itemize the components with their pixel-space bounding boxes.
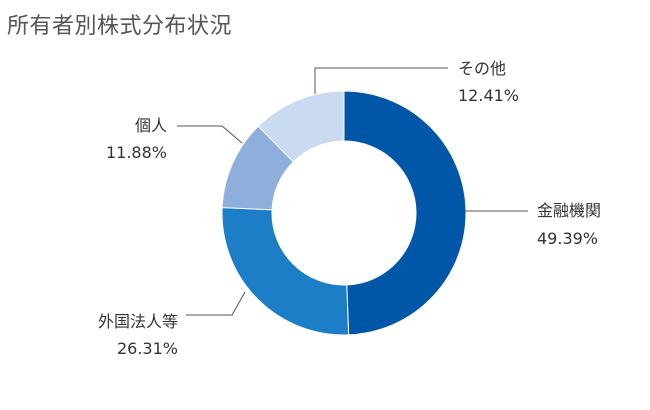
slice-sonota — [257, 90, 345, 163]
slice-value-kojin: 11.88% — [106, 143, 167, 162]
slice-value-kinyu-kikan: 49.39% — [537, 229, 598, 248]
slice-label-sonota: その他 — [458, 59, 506, 78]
slice-value-sonota: 12.41% — [458, 86, 519, 105]
slice-kinyu-kikan — [343, 90, 467, 336]
slice-gaikoku-hojin — [221, 207, 350, 336]
slice-value-gaikoku-hojin: 26.31% — [117, 339, 178, 358]
leader-line-sonota — [314, 67, 448, 94]
slice-label-kojin: 個人 — [135, 116, 167, 135]
leader-line-kojin — [177, 125, 243, 144]
leader-line-gaikoku-hojin — [186, 291, 246, 316]
chart-title: 所有者別株式分布状況 — [7, 14, 233, 39]
slice-label-kinyu-kikan: 金融機関 — [537, 201, 601, 220]
slice-label-gaikoku-hojin: 外国法人等 — [98, 312, 178, 331]
